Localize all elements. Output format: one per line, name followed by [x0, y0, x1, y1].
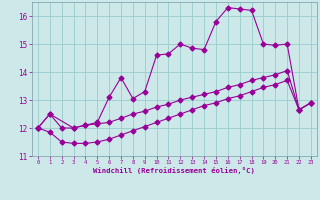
X-axis label: Windchill (Refroidissement éolien,°C): Windchill (Refroidissement éolien,°C)	[93, 167, 255, 174]
